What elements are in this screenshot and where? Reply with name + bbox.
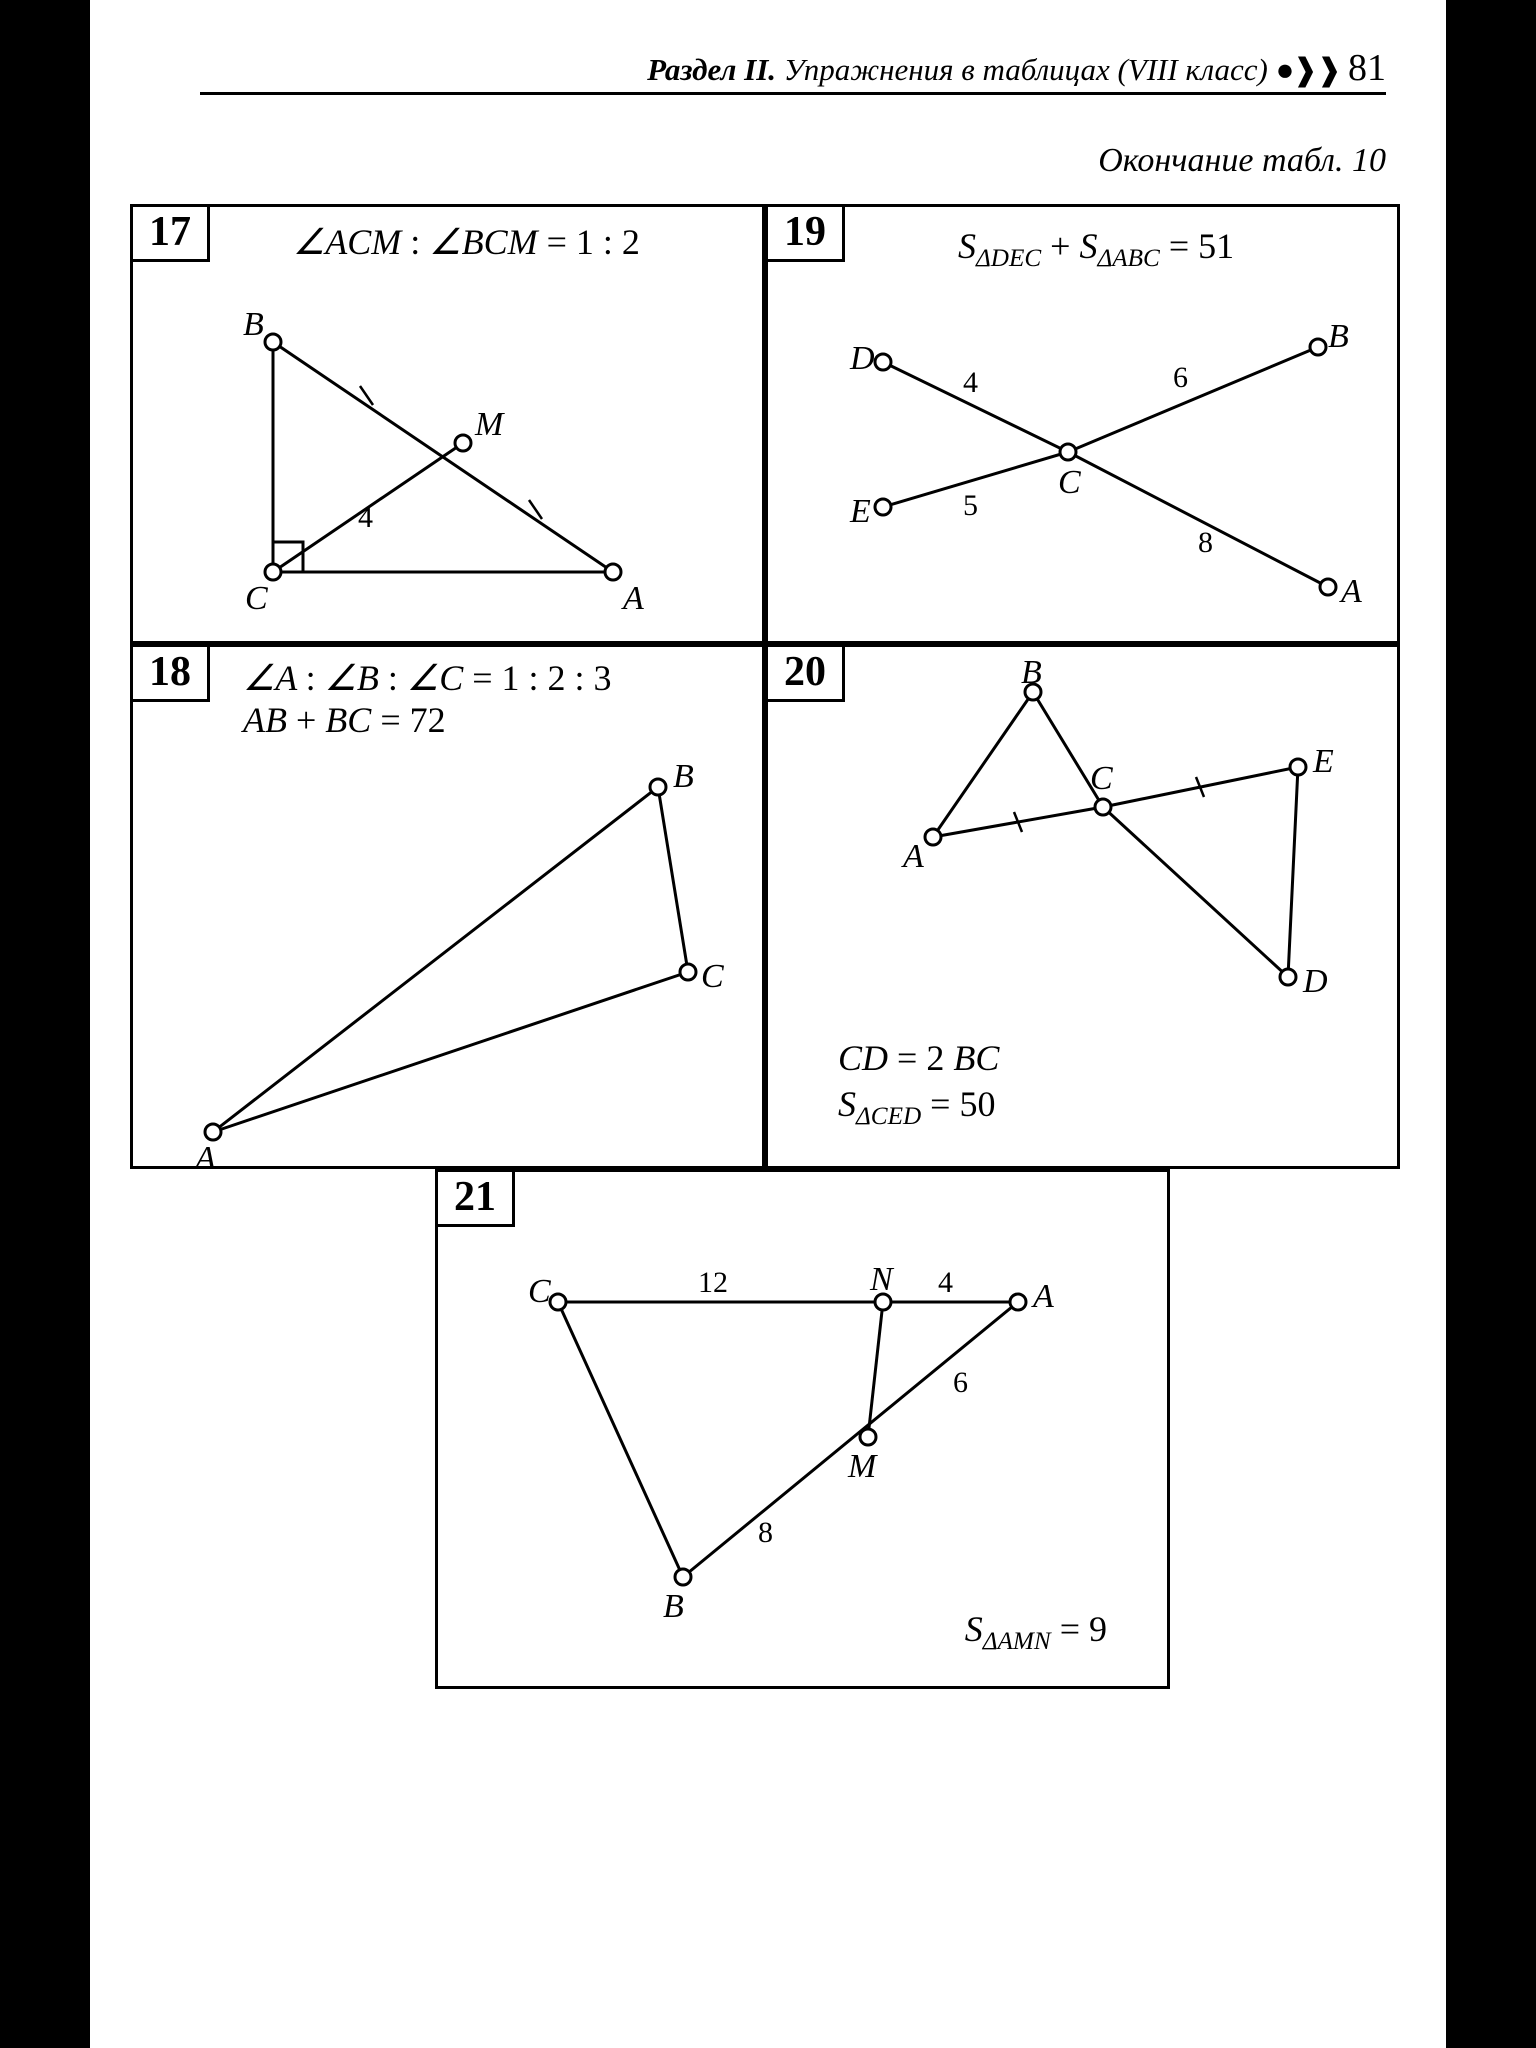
cell-17-figure: B M C A 4 (133, 287, 768, 647)
label-D: D (1302, 963, 1328, 997)
cell-20: 20 A B C E D CD = 2 (765, 644, 1400, 1169)
cell-19: 19 SΔDEC + SΔABC = 51 D E C B A 4 (765, 204, 1400, 644)
cell-17: 17 ∠ACM : ∠BCM = 1 : 2 B M (130, 204, 765, 644)
cell-number: 17 (130, 204, 210, 262)
cell-18: 18 ∠A : ∠B : ∠C = 1 : 2 : 3 AB + BC = 72… (130, 644, 765, 1169)
cell-number: 18 (130, 644, 210, 702)
section-title-bold: Раздел II. (647, 52, 776, 87)
seg-DC: 4 (963, 366, 978, 399)
label-A: A (901, 838, 924, 875)
label-C: C (528, 1273, 551, 1310)
cell-17-formula: ∠ACM : ∠BCM = 1 : 2 (293, 221, 640, 263)
cell-21-formula: SΔAMN = 9 (965, 1608, 1107, 1656)
cell-number: 21 (435, 1169, 515, 1227)
cell-18-formula-1: ∠A : ∠B : ∠C = 1 : 2 : 3 (243, 657, 612, 699)
label-A: A (193, 1140, 216, 1167)
cell-18-figure: A B C (133, 747, 768, 1167)
seg-CN: 12 (698, 1266, 728, 1299)
label-B: B (243, 306, 264, 343)
label-D: D (849, 340, 875, 377)
cell-20-figure: A B C E D (768, 657, 1403, 997)
page: Раздел II. Упражнения в таблицах (VIII к… (90, 0, 1446, 2048)
seg-NA: 4 (938, 1266, 953, 1299)
seg-CB: 6 (1173, 361, 1188, 394)
label-B: B (663, 1588, 684, 1625)
seg-AM: 6 (953, 1366, 968, 1399)
label-C: C (245, 580, 268, 617)
cell-20-cond-1: CD = 2 BC (838, 1037, 999, 1079)
cell-21-figure: C N A M B 12 4 6 8 (438, 1242, 1173, 1662)
section-title-rest: Упражнения в таблицах (VIII класс) (776, 52, 1276, 87)
running-header: Раздел II. Упражнения в таблицах (VIII к… (200, 46, 1386, 90)
seg-CA: 8 (1198, 526, 1213, 559)
label-A: A (1031, 1278, 1054, 1315)
label-N: N (869, 1261, 895, 1298)
label-M: M (474, 406, 505, 443)
label-C: C (701, 958, 724, 995)
page-number: 81 (1348, 47, 1386, 89)
label-C: C (1058, 464, 1081, 501)
label-C: C (1090, 760, 1113, 797)
cell-21: 21 C N A M B 12 4 6 8 (435, 1169, 1170, 1689)
seg-EC: 5 (963, 489, 978, 522)
label-B: B (1328, 318, 1349, 355)
label-B: B (1021, 657, 1042, 691)
cell-20-cond-2: SΔCED = 50 (838, 1083, 995, 1131)
seg-MB: 8 (758, 1516, 773, 1549)
label-A: A (1339, 573, 1362, 610)
cell-18-formula-2: AB + BC = 72 (243, 699, 446, 741)
label-E: E (849, 493, 871, 530)
seg-CM: 4 (358, 501, 373, 534)
label-M: M (847, 1448, 878, 1485)
label-A: A (621, 580, 644, 617)
table-continuation-label: Окончание табл. 10 (1098, 142, 1386, 180)
cell-19-figure: D E C B A 4 5 6 8 (768, 297, 1403, 647)
cell-number: 19 (765, 204, 845, 262)
label-E: E (1312, 743, 1334, 780)
header-rule (200, 92, 1386, 95)
header-bullets: ●❱❱ (1276, 52, 1341, 87)
label-B: B (673, 758, 694, 795)
cell-19-formula: SΔDEC + SΔABC = 51 (958, 225, 1234, 273)
